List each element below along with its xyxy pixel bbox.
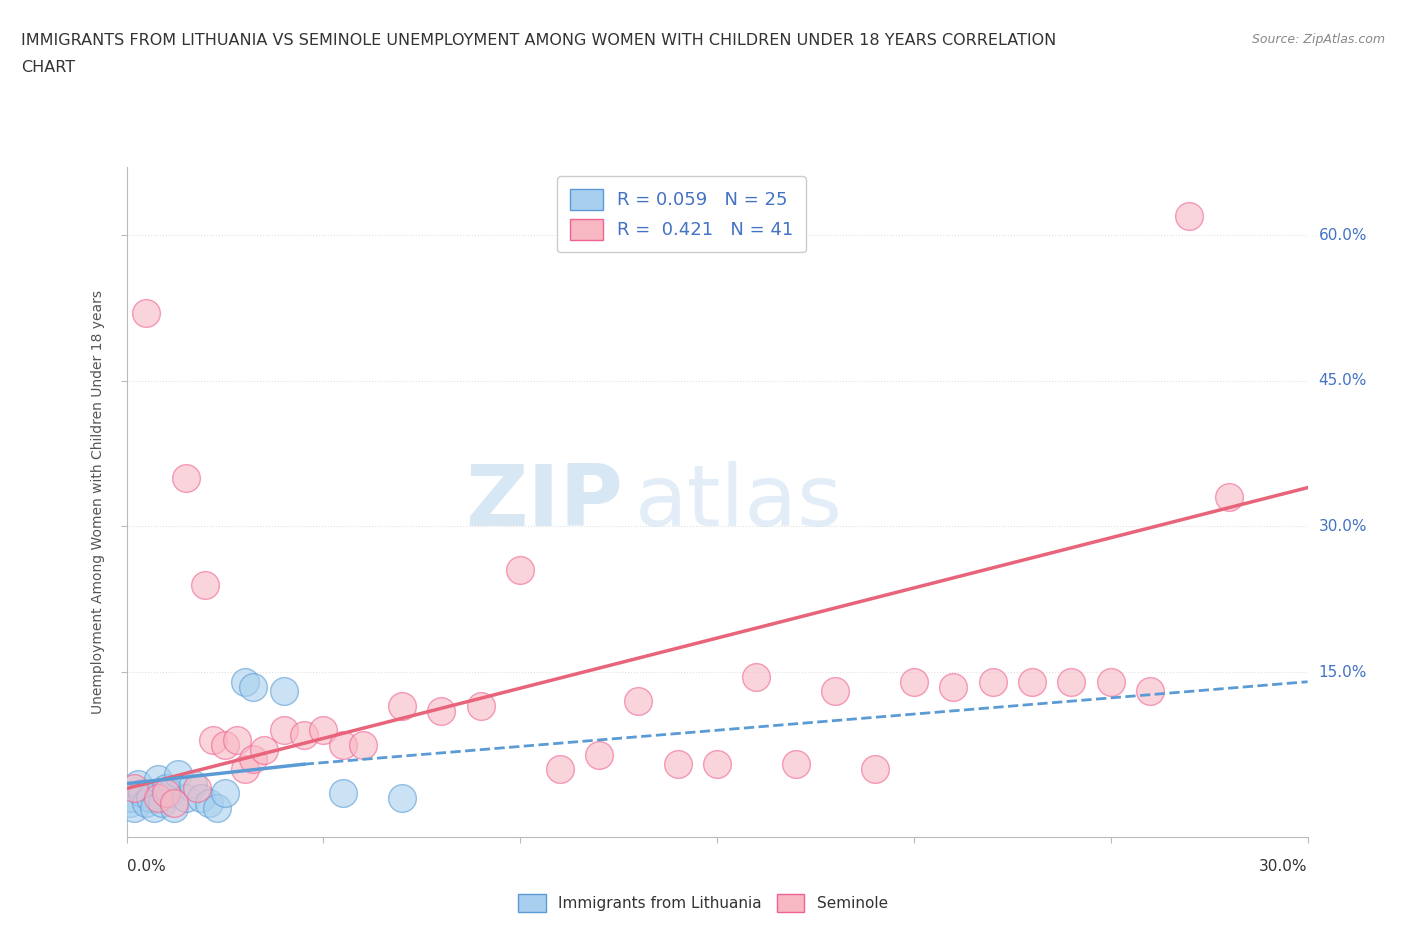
Point [155, 781, 177, 796]
Point [120, 795, 142, 810]
Point [292, 727, 315, 742]
Point [942, 679, 965, 694]
Point [159, 786, 181, 801]
Point [131, 786, 153, 801]
Point [430, 703, 453, 718]
Text: IMMIGRANTS FROM LITHUANIA VS SEMINOLE UNEMPLOYMENT AMONG WOMEN WITH CHILDREN UND: IMMIGRANTS FROM LITHUANIA VS SEMINOLE UN… [21, 33, 1056, 47]
Text: 45.0%: 45.0% [1319, 374, 1367, 389]
Point [352, 737, 374, 752]
Text: ZIP: ZIP [465, 460, 623, 544]
Point [242, 679, 264, 694]
Point [666, 757, 689, 772]
Text: CHART: CHART [21, 60, 75, 75]
Point [146, 790, 169, 805]
Legend: Immigrants from Lithuania, Seminole: Immigrants from Lithuania, Seminole [512, 888, 894, 918]
Point [745, 670, 768, 684]
Point [146, 771, 169, 786]
Point [139, 790, 162, 805]
Point [186, 781, 208, 796]
Point [1021, 674, 1043, 689]
Point [233, 762, 256, 777]
Text: Source: ZipAtlas.com: Source: ZipAtlas.com [1251, 33, 1385, 46]
Point [205, 801, 228, 816]
Point [627, 694, 650, 709]
Point [509, 563, 531, 578]
Point [143, 801, 166, 816]
Point [242, 752, 264, 767]
Y-axis label: Unemployment Among Women with Children Under 18 years: Unemployment Among Women with Children U… [91, 290, 105, 714]
Point [391, 698, 413, 713]
Point [190, 790, 212, 805]
Point [174, 790, 197, 805]
Point [332, 786, 354, 801]
Point [273, 723, 295, 737]
Point [588, 747, 610, 762]
Point [824, 684, 846, 698]
Point [785, 757, 807, 772]
Point [1218, 490, 1240, 505]
Point [332, 737, 354, 752]
Point [174, 471, 197, 485]
Point [124, 781, 146, 796]
Point [121, 790, 143, 805]
Point [183, 777, 205, 791]
Point [273, 684, 295, 698]
Point [127, 777, 149, 791]
Point [214, 786, 236, 801]
Text: 15.0%: 15.0% [1319, 665, 1367, 680]
Point [124, 801, 146, 816]
Point [155, 786, 177, 801]
Point [1178, 208, 1201, 223]
Point [706, 757, 728, 772]
Point [470, 698, 492, 713]
Point [312, 723, 335, 737]
Legend: R = 0.059   N = 25, R =  0.421   N = 41: R = 0.059 N = 25, R = 0.421 N = 41 [557, 177, 806, 252]
Point [163, 801, 186, 816]
Point [1099, 674, 1122, 689]
Text: atlas: atlas [634, 460, 842, 544]
Point [202, 733, 225, 748]
Point [548, 762, 571, 777]
Point [135, 795, 157, 810]
Point [1139, 684, 1161, 698]
Point [233, 674, 256, 689]
Text: 30.0%: 30.0% [1260, 859, 1308, 874]
Point [391, 790, 413, 805]
Text: 60.0%: 60.0% [1319, 228, 1367, 243]
Point [903, 674, 925, 689]
Point [163, 795, 186, 810]
Text: 30.0%: 30.0% [1319, 519, 1367, 534]
Point [198, 795, 221, 810]
Point [225, 733, 247, 748]
Point [1060, 674, 1083, 689]
Text: 0.0%: 0.0% [127, 859, 166, 874]
Point [981, 674, 1004, 689]
Point [135, 306, 157, 321]
Point [166, 766, 188, 781]
Point [863, 762, 886, 777]
Point [253, 742, 276, 757]
Point [194, 578, 217, 592]
Point [150, 795, 173, 810]
Point [214, 737, 236, 752]
